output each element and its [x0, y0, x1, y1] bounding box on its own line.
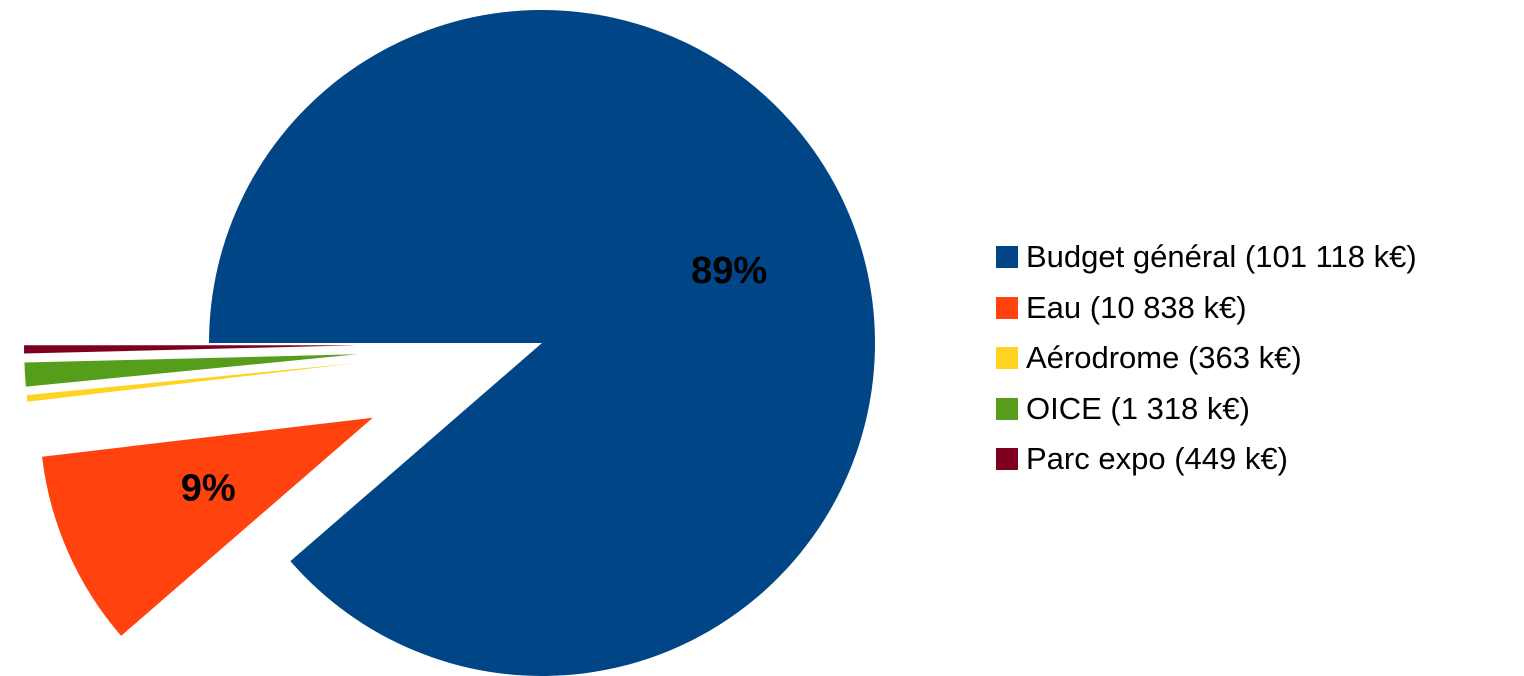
pie-slice-1 [209, 10, 875, 676]
legend-label: Parc expo (449 k€) [1026, 441, 1288, 477]
legend-swatch [996, 397, 1018, 420]
pie-slice-3 [26, 362, 359, 402]
legend-swatch [996, 296, 1018, 319]
legend-swatch [996, 246, 1018, 269]
legend-item: Aérodrome (363 k€) [996, 333, 1417, 384]
legend-label: Aérodrome (363 k€) [1026, 340, 1302, 376]
legend-label: Eau (10 838 k€) [1026, 289, 1247, 325]
pie-slice-5 [24, 345, 358, 354]
legend-swatch [996, 347, 1018, 370]
legend-item: Eau (10 838 k€) [996, 283, 1417, 334]
legend-swatch [996, 448, 1018, 471]
legend: Budget général (101 118 k€) Eau (10 838 k… [996, 232, 1417, 485]
slice-data-label-2: 9% [181, 467, 236, 509]
pie-slice-4 [24, 354, 358, 387]
legend-item: OICE (1 318 k€) [996, 384, 1417, 435]
legend-item: Budget général (101 118 k€) [996, 232, 1417, 283]
legend-item: Parc expo (449 k€) [996, 434, 1417, 485]
pie-slice-2 [42, 417, 373, 636]
slice-data-label-1: 89% [691, 250, 767, 292]
legend-label: OICE (1 318 k€) [1026, 390, 1250, 426]
legend-label: Budget général (101 118 k€) [1026, 239, 1417, 275]
